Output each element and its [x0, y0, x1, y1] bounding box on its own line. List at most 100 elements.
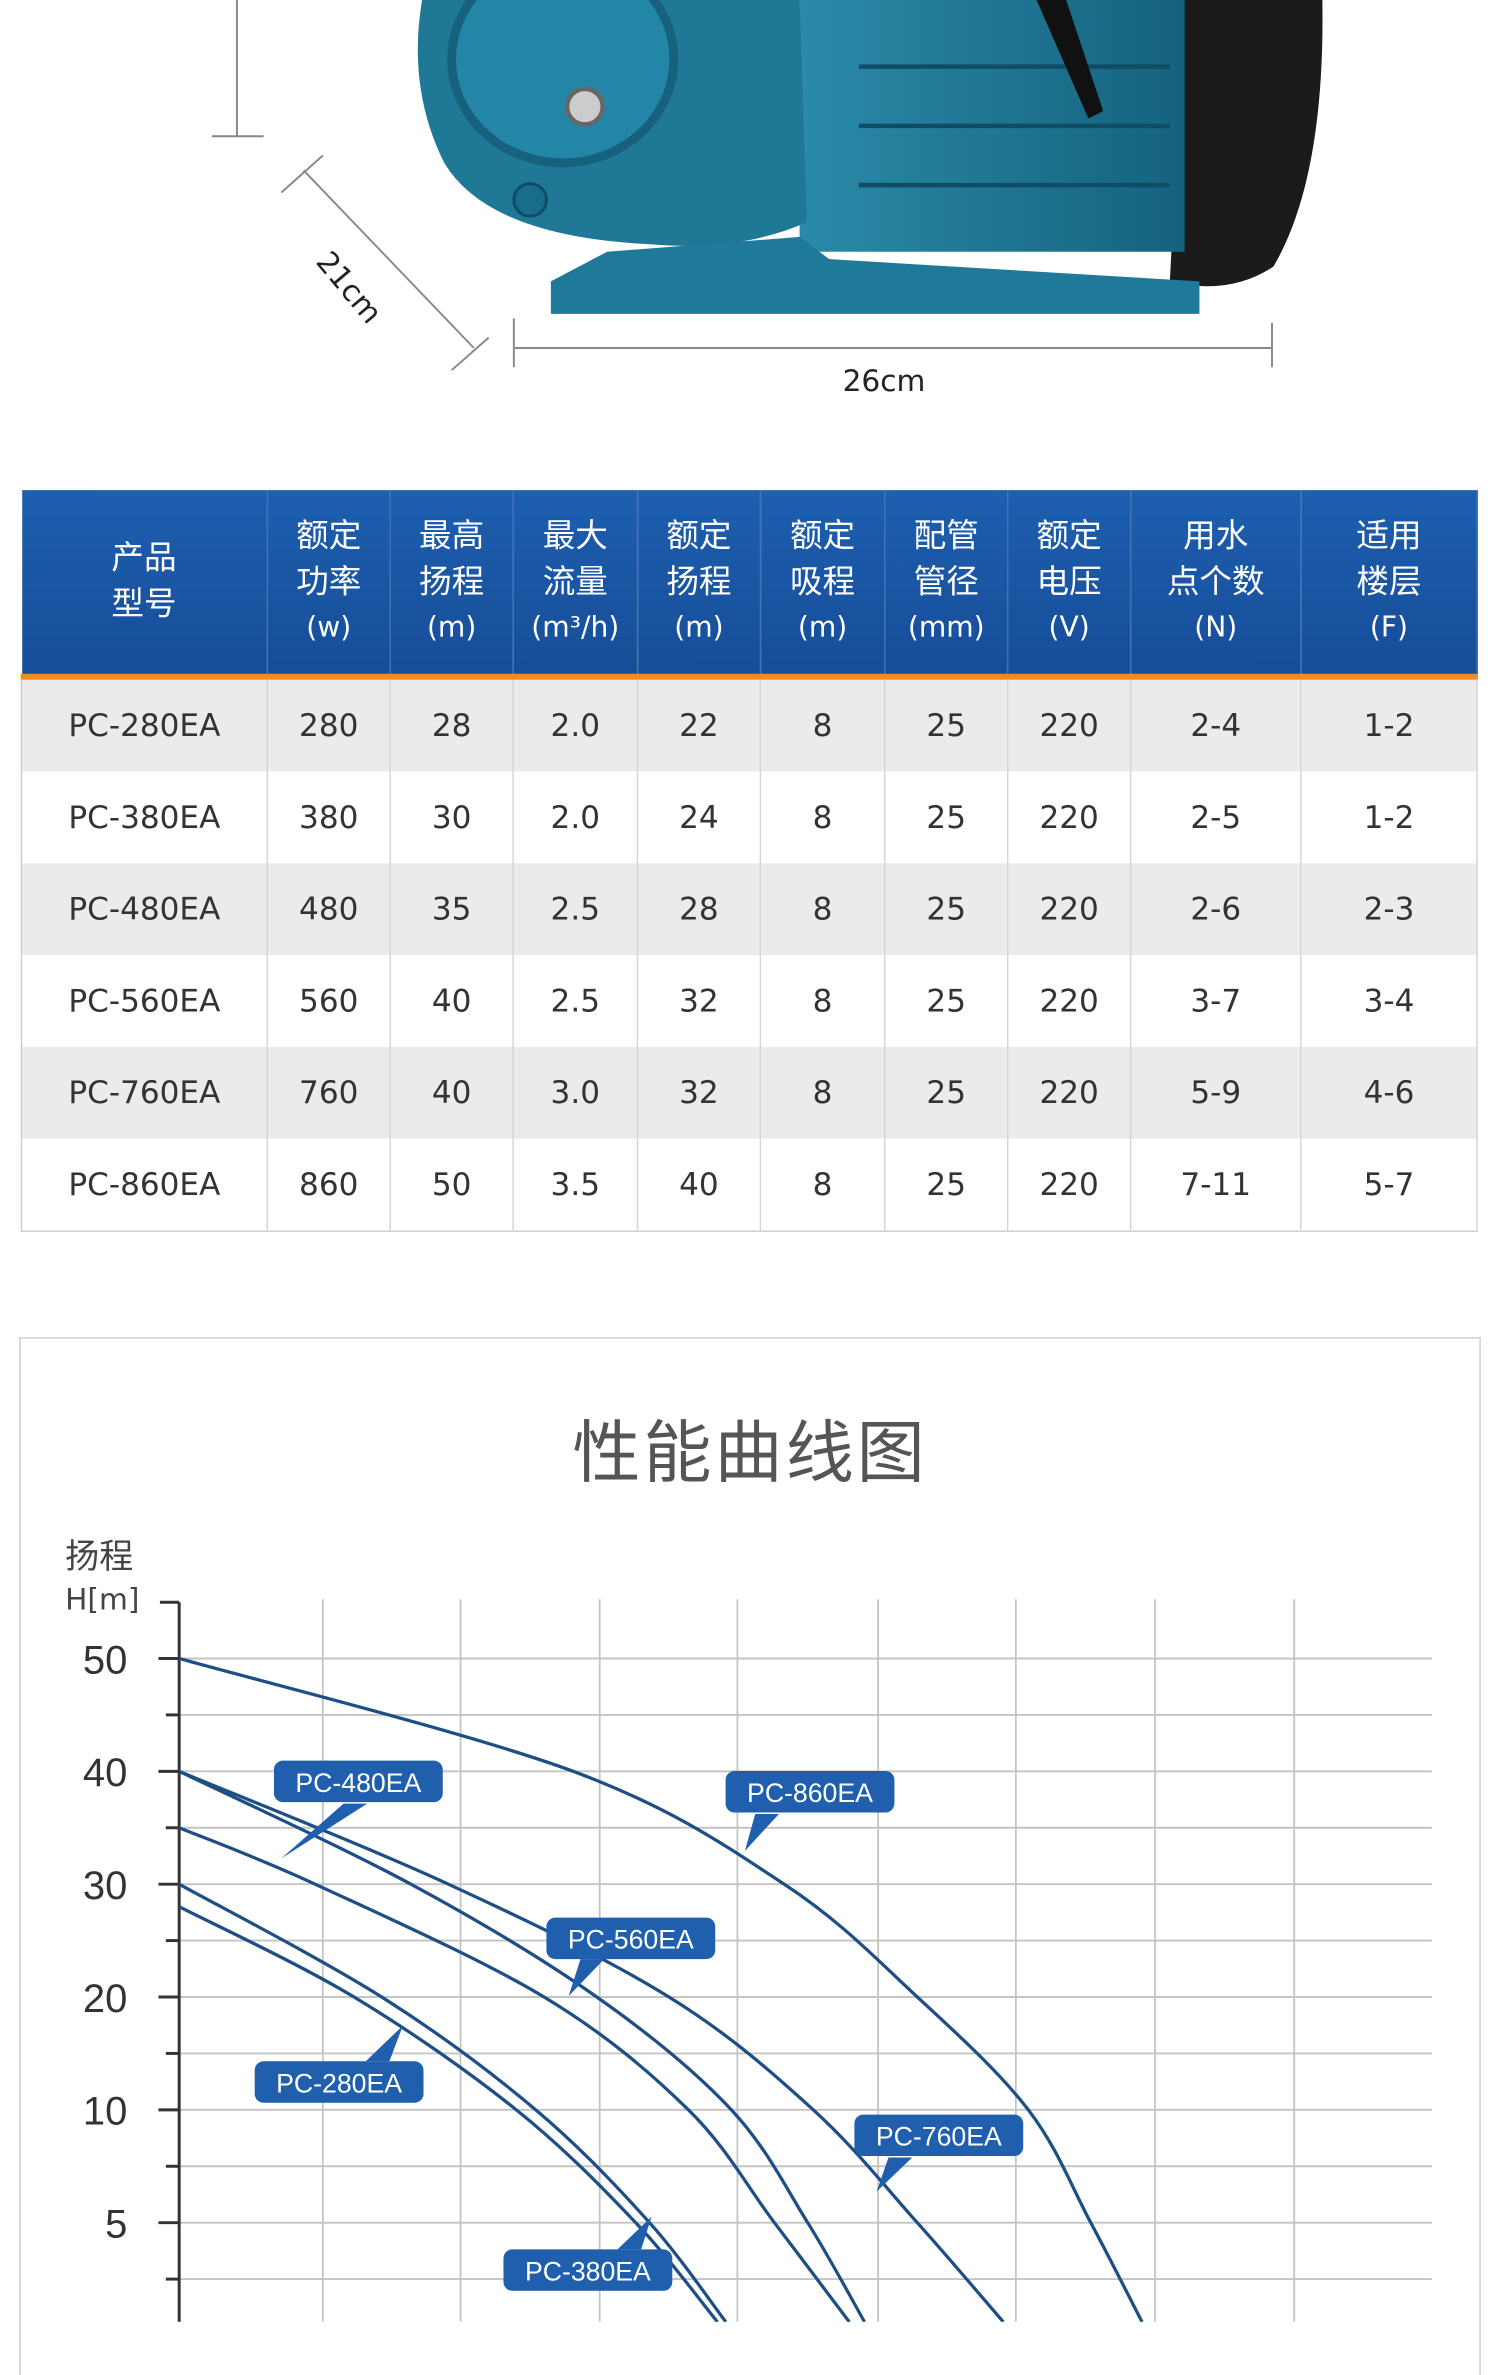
table-cell: 2-5	[1130, 771, 1302, 864]
pump-illustration	[211, 0, 1323, 371]
column-header-unit: (m³/h)	[531, 610, 620, 644]
table-cell: 50	[390, 1138, 514, 1232]
column-header: 配管 管径 (mm)	[884, 490, 1009, 677]
table-cell: 2.0	[513, 676, 639, 772]
column-header-unit: (m)	[797, 610, 848, 644]
table-cell: 3-4	[1300, 955, 1478, 1047]
table-cell: 280	[267, 676, 391, 772]
callout-box-pc-280ea	[254, 2061, 424, 2103]
table-row: PC-480EA 480 35 2.5 28 8 25 220 2-6 2-3	[21, 863, 1478, 956]
table-cell: 2.5	[513, 863, 639, 956]
table-cell: 24	[637, 771, 762, 864]
y-axis-title: 扬程	[65, 1538, 134, 1578]
table-cell: 220	[1007, 955, 1132, 1047]
callout-pointer-pc-760ea	[876, 2157, 913, 2192]
table-cell: 760	[267, 1046, 391, 1139]
table-cell: 1-2	[1300, 771, 1478, 864]
table-row: PC-860EA 860 50 3.5 40 8 25 220 7-11 5-7	[21, 1138, 1478, 1232]
callout-box-pc-860ea	[725, 1771, 895, 1813]
table-cell: 8	[760, 1138, 886, 1232]
table-cell: 32	[637, 1046, 762, 1139]
callout-pointer-pc-280ea	[365, 2025, 403, 2062]
table-cell: 220	[1007, 1138, 1132, 1232]
column-header: 额定 扬程 (m)	[637, 490, 762, 677]
table-cell: 3.5	[513, 1138, 639, 1232]
column-header: 额定 吸程 (m)	[760, 490, 886, 677]
table-cell: 2-3	[1300, 863, 1478, 956]
table-cell: 8	[760, 676, 886, 772]
table-cell: 380	[267, 771, 391, 864]
column-header-text: 扬程	[666, 563, 732, 601]
table-cell: 40	[637, 1138, 762, 1232]
table-cell: 40	[390, 1046, 514, 1139]
column-header-text: 适用	[1356, 517, 1422, 555]
y-tick-label: 5	[105, 2202, 127, 2246]
table-cell: PC-560EA	[21, 955, 269, 1047]
column-header-text: 用水	[1183, 517, 1249, 555]
chart-title: 性能曲线图	[572, 1412, 928, 1493]
callout-box-pc-760ea	[854, 2114, 1024, 2157]
column-header-text: 额定	[296, 517, 362, 555]
table-cell: PC-380EA	[21, 771, 269, 864]
product-spec-page: 21cm 26cm 产品 型号 额定 功率 (w) 最高 扬程 (m) 最大 流量 (m³/h) 额定…	[19, 0, 1481, 2375]
table-cell: PC-860EA	[21, 1138, 269, 1232]
table-row: PC-280EA 280 28 2.0 22 8 25 220 2-4 1-2	[21, 676, 1478, 772]
column-header-text: 额定	[789, 517, 856, 555]
table-row: PC-560EA 560 40 2.5 32 8 25 220 3-7 3-4	[21, 955, 1478, 1047]
series-line-pc-380ea	[178, 1882, 728, 2322]
column-header-text: 最大	[542, 517, 608, 555]
column-header: 最高 扬程 (m)	[390, 490, 514, 677]
y-tick-label: 30	[83, 1864, 127, 1908]
table-cell: 28	[390, 676, 514, 772]
table-cell: 220	[1007, 1046, 1132, 1139]
table-cell: 2-6	[1130, 863, 1302, 956]
callout-label-pc-280ea: PC-280EA	[276, 2068, 402, 2098]
table-cell: 220	[1007, 771, 1132, 864]
spec-table: 产品 型号 额定 功率 (w) 最高 扬程 (m) 最大 流量 (m³/h) 额定 扬程 (m) 额定 吸程(…	[21, 490, 1478, 1232]
table-cell: 28	[637, 863, 762, 956]
table-cell: 40	[390, 955, 514, 1047]
series-line-pc-560ea	[178, 1769, 867, 2322]
callout-label-pc-760ea: PC-760EA	[876, 2122, 1002, 2152]
table-cell: 220	[1007, 863, 1132, 956]
table-cell: 22	[637, 676, 762, 772]
table-cell: 5-7	[1300, 1138, 1478, 1232]
callout-box-pc-560ea	[546, 1917, 716, 1960]
column-header: 额定 功率 (w)	[267, 490, 391, 677]
table-cell: 560	[267, 955, 391, 1047]
column-header-text: 功率	[296, 563, 362, 601]
callout-box-pc-480ea	[273, 1760, 443, 1803]
y-tick-label: 50	[83, 1638, 127, 1682]
column-header-unit: (V)	[1048, 610, 1090, 644]
y-tick-label: 40	[83, 1751, 127, 1795]
table-row: PC-760EA 760 40 3.0 32 8 25 220 5-9 4-6	[21, 1046, 1478, 1139]
table-cell: 25	[884, 676, 1009, 772]
column-header-unit: (m)	[674, 610, 724, 644]
table-cell: 8	[760, 955, 886, 1047]
column-header: 适用 楼层 (F)	[1300, 490, 1478, 677]
table-cell: 4-6	[1300, 1046, 1478, 1139]
table-cell: 8	[760, 771, 886, 864]
column-header-text: 管径	[913, 563, 979, 601]
table-cell: PC-760EA	[21, 1046, 269, 1139]
table-cell: 860	[267, 1138, 391, 1232]
y-axis-unit: H[m]	[65, 1581, 140, 1618]
column-header-text: 点个数	[1166, 563, 1265, 601]
table-cell: 30	[390, 771, 514, 864]
column-header-text: 配管	[913, 517, 979, 555]
column-header-text: 扬程	[419, 563, 485, 601]
width-dimension-label: 26cm	[842, 362, 926, 399]
y-tick-label: 10	[83, 2090, 127, 2134]
callout-pointer-pc-860ea	[744, 1813, 779, 1851]
table-cell: 25	[884, 863, 1009, 956]
chart-frame	[19, 1337, 1481, 2375]
table-cell: 2-4	[1130, 676, 1302, 772]
table-cell: 8	[760, 1046, 886, 1139]
table-cell: PC-480EA	[21, 863, 269, 956]
callout-label-pc-860ea: PC-860EA	[747, 1778, 873, 1808]
table-cell: PC-280EA	[21, 676, 269, 772]
table-cell: 25	[884, 1046, 1009, 1139]
series-line-pc-480ea	[178, 1826, 851, 2322]
column-header-text: 流量	[542, 563, 608, 601]
column-header-text: 额定	[1036, 517, 1102, 555]
